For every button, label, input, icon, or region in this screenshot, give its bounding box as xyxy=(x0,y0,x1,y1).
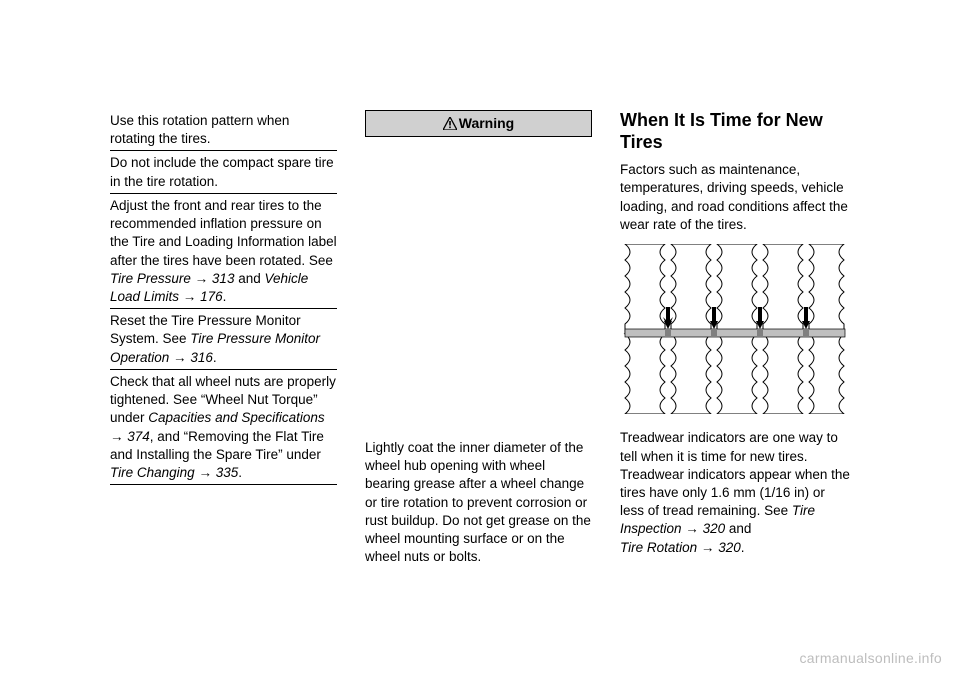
text: . xyxy=(238,465,242,480)
watermark-text: carmanualsonline.info xyxy=(800,650,943,666)
para-rotation-pattern: Use this rotation pattern when rotating … xyxy=(110,110,337,151)
ref-page: 374 xyxy=(127,429,150,444)
text: Treadwear indicators are one way to tell… xyxy=(620,430,850,518)
link-icon: → xyxy=(685,521,702,536)
para-treadwear: Treadwear indicators are one way to tell… xyxy=(620,429,850,557)
link-icon: → xyxy=(173,350,190,365)
warning-label: Warning xyxy=(459,115,514,131)
text: . xyxy=(213,350,217,365)
tire-tread-svg xyxy=(620,244,850,414)
link-icon: → xyxy=(183,289,200,304)
ref-tire-rotation: Tire Rotation xyxy=(620,540,701,555)
ref-capacities: Capacities and Specifications xyxy=(148,410,324,425)
text: . xyxy=(223,289,227,304)
warning-header: Warning xyxy=(365,110,592,137)
text: Adjust the front and rear tires to the r… xyxy=(110,198,337,268)
text: and xyxy=(725,521,751,536)
link-icon: → xyxy=(701,540,718,555)
para-wear-factors: Factors such as maintenance, temperature… xyxy=(620,161,850,234)
link-icon: → xyxy=(110,429,127,444)
link-icon: → xyxy=(195,271,212,286)
link-icon: → xyxy=(198,465,215,480)
ref-page: 316 xyxy=(190,350,213,365)
warning-triangle-icon xyxy=(443,117,457,130)
page-content: Use this rotation pattern when rotating … xyxy=(0,0,960,606)
column-2: Warning Lightly coat the inner diameter … xyxy=(365,110,592,566)
ref-page: 320 xyxy=(703,521,726,536)
column-3: When It Is Time for New Tires Factors su… xyxy=(620,110,850,566)
column-1: Use this rotation pattern when rotating … xyxy=(110,110,337,566)
text: and xyxy=(234,271,264,286)
ref-tire-pressure: Tire Pressure xyxy=(110,271,195,286)
ref-page: 320 xyxy=(718,540,741,555)
heading-new-tires: When It Is Time for New Tires xyxy=(620,110,850,153)
tire-tread-figure xyxy=(620,244,850,419)
para-wheel-nuts: Check that all wheel nuts are properly t… xyxy=(110,371,337,485)
ref-page: 176 xyxy=(200,289,223,304)
para-compact-spare: Do not include the compact spare tire in… xyxy=(110,152,337,193)
ref-page: 335 xyxy=(216,465,239,480)
warning-body-spacer xyxy=(365,139,592,439)
ref-page: 313 xyxy=(212,271,235,286)
para-inflation-pressure: Adjust the front and rear tires to the r… xyxy=(110,195,337,309)
ref-tire-changing: Tire Changing xyxy=(110,465,198,480)
para-tpms-reset: Reset the Tire Pressure Monitor System. … xyxy=(110,310,337,370)
text: . xyxy=(741,540,745,555)
para-wheel-grease: Lightly coat the inner diameter of the w… xyxy=(365,439,592,567)
